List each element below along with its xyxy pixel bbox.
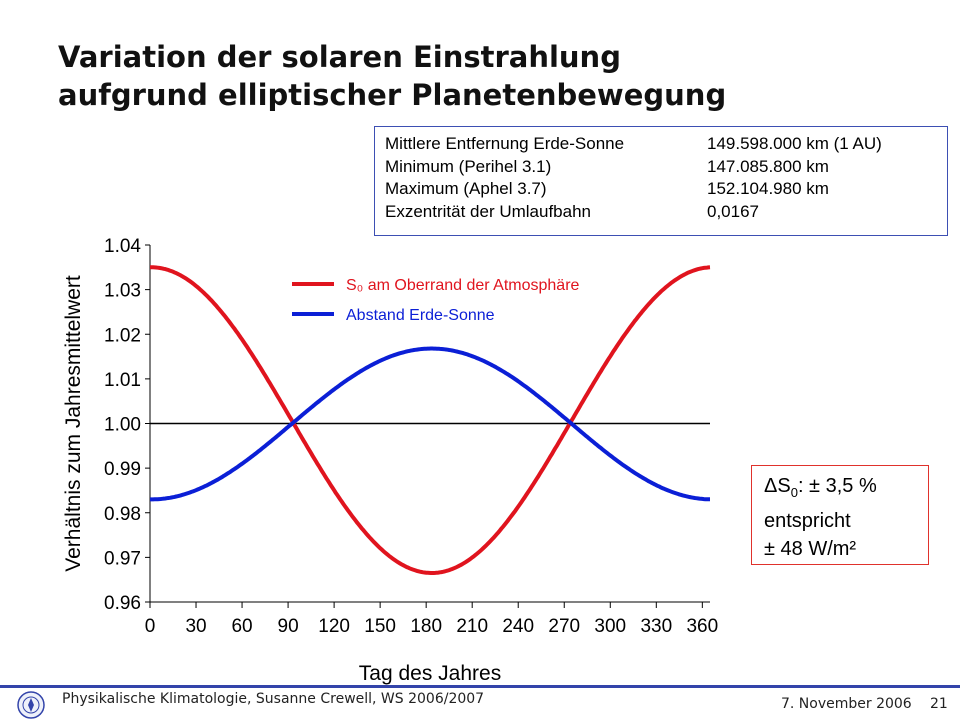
info-label: Minimum (Perihel 3.1) — [385, 156, 552, 176]
y-tick-label: 1.03 — [104, 281, 141, 302]
info-value: 147.085.800 km — [707, 156, 829, 176]
footer-course: Physikalische Klimatologie, Susanne Crew… — [62, 691, 485, 707]
x-tick-label: 180 — [410, 616, 442, 637]
info-label: Maximum (Aphel 3.7) — [385, 179, 547, 198]
delta-subscript: 0 — [790, 485, 798, 500]
orbit-info-box: Mittlere Entfernung Erde-Sonne 149.598.0… — [374, 126, 948, 236]
y-tick-label: 1.01 — [104, 370, 141, 391]
delta-symbol: ΔS — [764, 475, 791, 497]
delta-s0-box: ΔS0: ± 3,5 % entspricht ± 48 W/m² — [751, 465, 929, 565]
footer-date: 7. November 2006 — [781, 696, 912, 712]
x-tick-label: 90 — [278, 616, 299, 637]
info-row: Exzentrität der Umlaufbahn 0,0167 — [385, 201, 937, 224]
y-tick-label: 1.04 — [104, 236, 141, 257]
info-row: Minimum (Perihel 3.1) 147.085.800 km — [385, 156, 937, 179]
info-value: 149.598.000 km (1 AU) — [707, 134, 882, 153]
x-tick-label: 120 — [318, 616, 350, 637]
x-tick-label: 60 — [231, 616, 252, 637]
y-tick-label: 0.97 — [104, 548, 141, 569]
x-tick-label: 330 — [640, 616, 672, 637]
x-axis-label: Tag des Jahres — [359, 662, 501, 685]
y-axis-label: Verhältnis zum Jahresmittelwert — [62, 275, 85, 572]
delta-line-2: entspricht — [764, 510, 851, 532]
x-tick-label: 360 — [686, 616, 718, 637]
info-row: Mittlere Entfernung Erde-Sonne 149.598.0… — [385, 133, 937, 156]
title-line-1: Variation der solaren Einstrahlung — [58, 40, 621, 74]
delta-line-1: ΔS0: ± 3,5 % — [764, 472, 928, 507]
info-label: Exzentrität der Umlaufbahn — [385, 201, 591, 221]
page-number: 21 — [930, 696, 948, 712]
y-tick-label: 1.02 — [104, 325, 141, 346]
slide-title: Variation der solaren Einstrahlung aufgr… — [58, 38, 726, 114]
x-tick-label: 240 — [502, 616, 534, 637]
delta-percent: : ± 3,5 % — [797, 475, 877, 497]
x-tick-label: 270 — [548, 616, 580, 637]
title-line-2: aufgrund elliptischer Planetenbewegung — [58, 78, 727, 112]
x-tick-label: 300 — [594, 616, 626, 637]
x-tick-label: 30 — [185, 616, 206, 637]
info-value: 152.104.980 km — [707, 179, 829, 198]
s0-series-line — [150, 265, 711, 575]
y-tick-label: 1.00 — [104, 415, 141, 436]
info-label: Mittlere Entfernung Erde-Sonne — [385, 134, 625, 153]
footer-divider — [0, 685, 960, 688]
info-row: Maximum (Aphel 3.7) 152.104.980 km — [385, 178, 937, 201]
distance-series-line — [150, 346, 710, 502]
info-value: 0,0167 — [707, 201, 759, 221]
university-seal-icon — [17, 691, 45, 719]
y-tick-label: 0.98 — [104, 504, 141, 525]
y-tick-label: 0.99 — [104, 459, 141, 480]
x-tick-label: 150 — [364, 616, 396, 637]
legend-label: Abstand Erde-Sonne — [346, 307, 495, 324]
legend-label: S₀ am Oberrand der Atmosphäre — [346, 277, 580, 294]
delta-line-3: ± 48 W/m² — [764, 538, 857, 560]
x-tick-label: 210 — [456, 616, 488, 637]
x-tick-label: 0 — [145, 616, 156, 637]
y-tick-label: 0.96 — [104, 593, 141, 614]
